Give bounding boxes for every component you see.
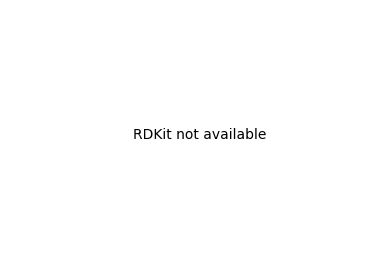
Text: RDKit not available: RDKit not available bbox=[133, 128, 266, 142]
